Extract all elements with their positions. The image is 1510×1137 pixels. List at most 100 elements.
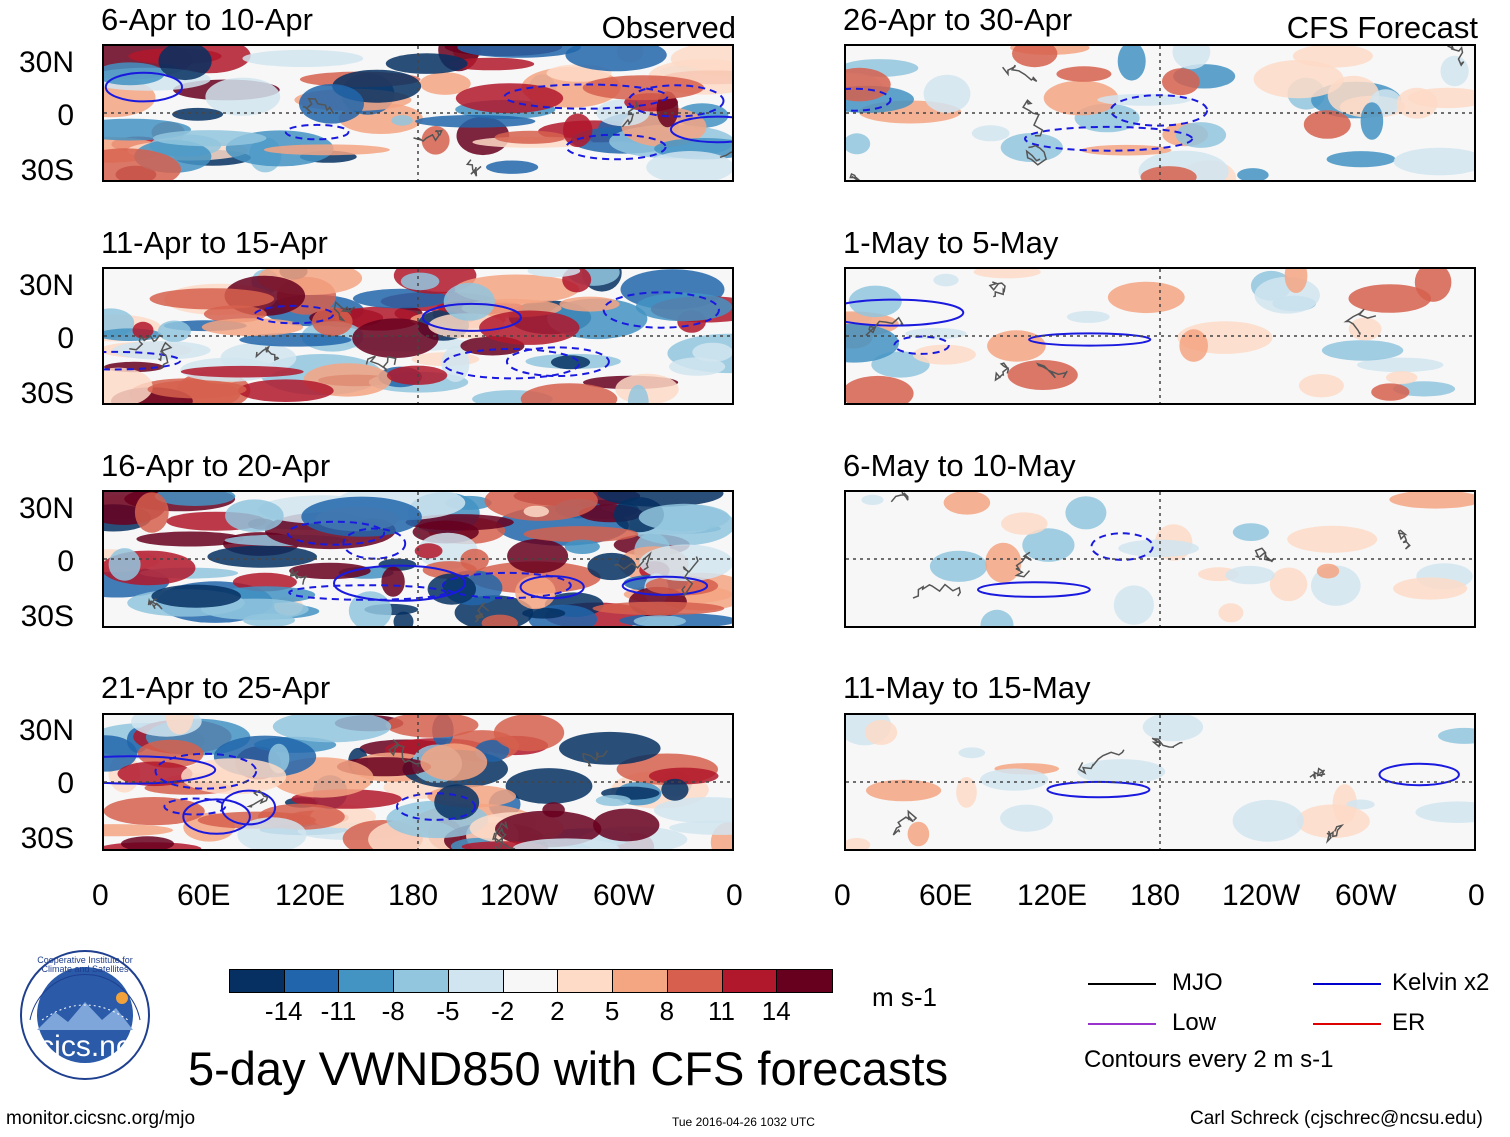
lon-label: 120W	[480, 879, 559, 912]
legend-label-mjo: MJO	[1172, 969, 1223, 996]
anomaly-blob	[846, 838, 871, 849]
map-panel-forecast-4	[844, 713, 1476, 851]
kelvin-contour	[442, 571, 572, 600]
anomaly-blob	[523, 526, 639, 543]
anomaly-blob	[980, 768, 1049, 791]
lon-label: 180	[388, 879, 439, 912]
colorbar-tick-label: 14	[761, 996, 791, 1026]
lon-label: 0	[834, 879, 851, 912]
anomaly-blob	[455, 83, 564, 114]
map-panel-forecast-3	[844, 490, 1476, 628]
anomaly-blob	[381, 566, 405, 597]
anomaly-blob	[449, 57, 535, 71]
anomaly-blob	[1303, 110, 1351, 139]
coastline	[492, 826, 507, 849]
anomaly-blob	[495, 810, 602, 848]
anomaly-blob	[134, 492, 169, 533]
footer-author: Carl Schreck (cjschrec@ncsu.edu)	[1190, 1108, 1483, 1129]
anomaly-field	[846, 46, 1474, 180]
legend-line-mjo	[1088, 983, 1156, 985]
anomaly-blob	[542, 802, 565, 818]
anomaly-blob	[1117, 46, 1146, 81]
anomaly-blob	[104, 824, 173, 837]
legend-line-kelvin	[1313, 983, 1381, 985]
anomaly-blob	[527, 269, 581, 278]
colorbar-swatch	[558, 970, 614, 992]
anomaly-blob	[132, 321, 154, 339]
anomaly-blob	[414, 543, 443, 559]
anomaly-blob	[933, 273, 959, 287]
anomaly-blob	[861, 494, 884, 505]
kelvin-contour	[977, 581, 1091, 598]
anomaly-blob	[1371, 383, 1410, 401]
anomaly-blob	[312, 307, 353, 336]
anomaly-blob	[385, 53, 468, 74]
kelvin-contour	[395, 792, 477, 821]
panel-title-2: 11-Apr to 15-Apr	[101, 225, 328, 260]
anomaly-blob	[494, 130, 566, 144]
anomaly-blob	[1172, 46, 1211, 70]
contour-note: Contours every 2 m s-1	[1084, 1046, 1334, 1073]
anomaly-blob	[1097, 93, 1191, 106]
colorbar-tick-label: -2	[491, 996, 515, 1026]
anomaly-blob	[846, 133, 871, 155]
kelvin-contour	[342, 527, 407, 560]
anomaly-blob	[692, 342, 732, 362]
colorbar-tick-label: -8	[381, 996, 405, 1026]
anomaly-blob	[1292, 46, 1373, 68]
anomaly-blob	[1000, 804, 1053, 832]
anomaly-blob	[669, 820, 732, 835]
anomaly-blob	[1001, 512, 1048, 535]
anomaly-blob	[104, 797, 205, 826]
kelvin-contour	[602, 291, 720, 329]
anomaly-blob	[385, 715, 479, 738]
lat-label: 30N	[18, 492, 74, 525]
anomaly-blob	[846, 67, 891, 102]
coastline	[365, 355, 397, 372]
colorbar	[229, 969, 833, 993]
anomaly-blob	[108, 548, 141, 581]
anomaly-blob	[1175, 122, 1227, 148]
coastline	[1077, 749, 1125, 775]
lat-label: 30N	[18, 46, 74, 79]
panel-title-7: 6-May to 10-May	[843, 448, 1076, 483]
anomaly-blob	[1269, 567, 1308, 602]
anomaly-blob	[595, 794, 631, 807]
coastline	[147, 597, 163, 610]
coastline	[719, 151, 732, 159]
coastline	[912, 583, 961, 599]
anomaly-blob	[225, 499, 284, 532]
coastline	[1025, 144, 1047, 166]
anomaly-blob	[299, 84, 364, 124]
footer-url[interactable]: monitor.cicsnc.org/mjo	[6, 1108, 196, 1129]
anomaly-blob	[980, 609, 1014, 626]
colorbar-swatch	[667, 970, 723, 992]
anomaly-blob	[393, 611, 414, 626]
anomaly-blob	[153, 130, 267, 147]
anomaly-blob	[956, 777, 977, 808]
observed-label: Observed	[601, 10, 736, 45]
coastline	[1343, 308, 1377, 335]
anomaly-blob	[1296, 804, 1370, 838]
coastline	[1397, 529, 1411, 550]
lon-label: 120E	[1017, 879, 1088, 912]
anomaly-blob	[1386, 371, 1418, 385]
lon-label: 60E	[919, 879, 973, 912]
coastline	[289, 568, 308, 585]
coastline	[865, 316, 904, 336]
anomaly-blob	[846, 323, 899, 363]
anomaly-blob	[301, 496, 422, 537]
anomaly-blob	[1043, 80, 1119, 116]
logo-name: cics.nc	[39, 1030, 131, 1063]
lat-label: 0	[57, 767, 74, 800]
anomaly-blob	[864, 719, 898, 745]
anomaly-blob	[1396, 87, 1438, 119]
coastline	[1325, 824, 1345, 844]
anomaly-blob	[597, 492, 724, 507]
anomaly-blob	[443, 282, 495, 321]
anomaly-blob	[971, 125, 1010, 142]
colorbar-swatch	[284, 970, 340, 992]
anomaly-blob	[1284, 269, 1308, 293]
anomaly-blob	[1360, 102, 1384, 140]
anomaly-blob	[1077, 759, 1166, 785]
